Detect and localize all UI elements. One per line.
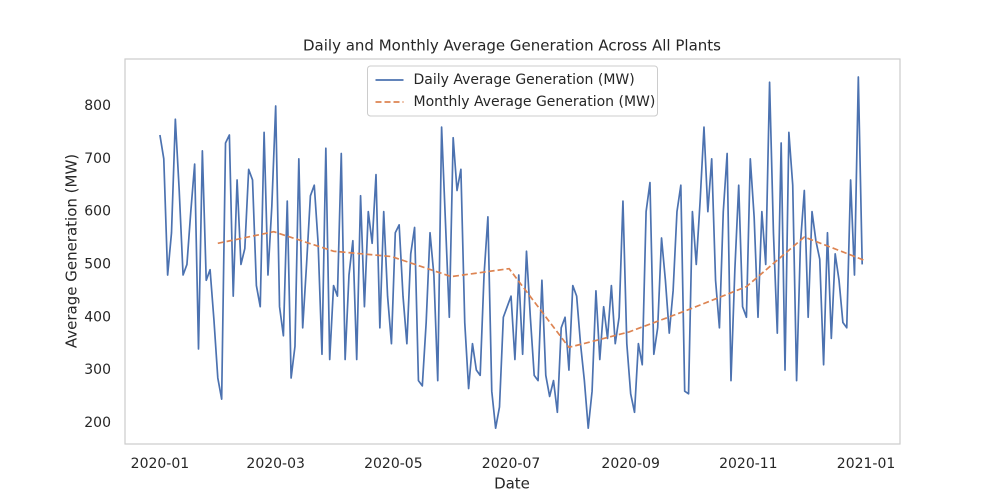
y-tick-label: 800 — [84, 98, 111, 114]
x-tick-label: 2020-01 — [131, 456, 190, 472]
x-tick-label: 2020-07 — [482, 456, 541, 472]
legend-box — [367, 65, 658, 117]
x-tick-label: 2020-03 — [246, 456, 305, 472]
x-tick-label: 2021-01 — [837, 456, 896, 472]
y-tick-label: 700 — [84, 151, 111, 167]
chart-title: Daily and Monthly Average Generation Acr… — [303, 37, 721, 55]
x-axis-label: Date — [494, 475, 530, 493]
y-tick-label: 300 — [84, 362, 111, 378]
x-tick-label: 2020-09 — [601, 456, 660, 472]
y-tick-label: 500 — [84, 256, 111, 272]
y-tick-label: 200 — [84, 415, 111, 431]
data-line — [217, 230, 865, 349]
legend-label: Daily Average Generation (MW) — [414, 72, 635, 88]
x-tick-label: 2020-11 — [719, 456, 778, 472]
y-tick-label: 600 — [84, 204, 111, 220]
x-tick-label: 2020-05 — [364, 456, 423, 472]
y-tick-label: 400 — [84, 309, 111, 325]
legend-label: Monthly Average Generation (MW) — [414, 94, 656, 110]
y-axis-label: Average Generation (MW) — [63, 154, 81, 348]
data-line — [159, 76, 864, 430]
legend: Daily Average Generation (MW) Monthly Ave… — [367, 65, 658, 117]
